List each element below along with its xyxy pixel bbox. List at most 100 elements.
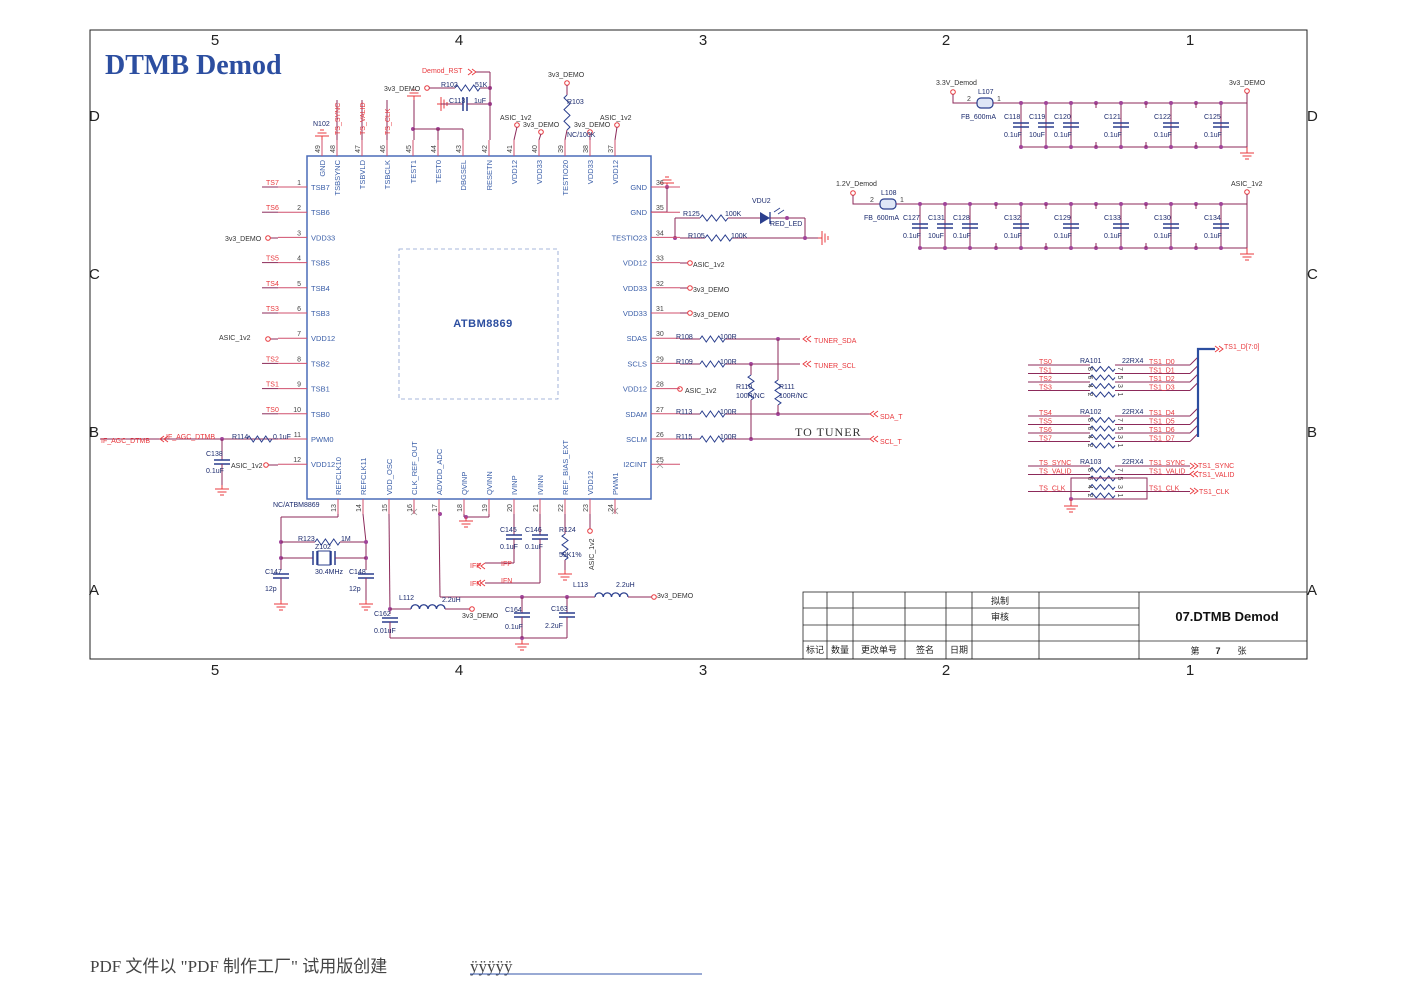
zone-column-bottom: 1 bbox=[1186, 662, 1194, 679]
resistor-array-ref: RA101 bbox=[1080, 358, 1102, 365]
capacitor-value: 0.1uF bbox=[1204, 132, 1222, 139]
bus-sync-port: TS1_SYNC bbox=[1198, 463, 1234, 470]
pin-number: 7 bbox=[297, 331, 301, 338]
resistor-array-pin: 2 bbox=[1086, 444, 1093, 448]
label-c147v: 12p bbox=[265, 586, 277, 593]
label-c145v: 0.1uF bbox=[500, 544, 518, 551]
label-r102-pwr: 3v3_DEMO bbox=[384, 86, 421, 93]
pin-name: TEST0 bbox=[434, 160, 443, 183]
power-port-icon bbox=[564, 80, 570, 86]
capacitor-value: 0.1uF bbox=[1004, 233, 1022, 240]
ground-icon bbox=[459, 517, 473, 528]
power-port-icon bbox=[514, 122, 520, 128]
capacitor-icon bbox=[214, 459, 230, 465]
label-l28: ASIC_1v2 bbox=[685, 388, 717, 395]
pin-name: TSB2 bbox=[311, 359, 330, 368]
resistor-icon bbox=[774, 379, 782, 406]
label-l23: ASIC_1v2 bbox=[589, 538, 596, 570]
pin-number: 32 bbox=[656, 281, 664, 288]
ground-icon bbox=[515, 640, 529, 651]
pin-number: 28 bbox=[656, 382, 664, 389]
bead-value: FB_600mA bbox=[864, 215, 899, 222]
resistor-array-output: TS1_D2 bbox=[1149, 376, 1175, 383]
ground-icon bbox=[558, 570, 572, 581]
ground-icon bbox=[315, 129, 329, 140]
resistor-array-output: TS1_D4 bbox=[1149, 410, 1175, 417]
resistor-icon bbox=[1089, 382, 1116, 390]
port-bidir-icon bbox=[1189, 470, 1199, 478]
capacitor-value: 0.1uF bbox=[953, 233, 971, 240]
capacitor-icon bbox=[1163, 122, 1179, 128]
pin-number: 21 bbox=[533, 504, 540, 512]
label-ifp1: IFP bbox=[470, 563, 481, 570]
label-c113: C113 bbox=[449, 98, 465, 105]
pin-number: 31 bbox=[656, 306, 664, 313]
bus-entry bbox=[1189, 424, 1199, 434]
pin-number: 33 bbox=[656, 256, 664, 263]
pin-name: QVINP bbox=[460, 472, 469, 495]
resistor-icon bbox=[454, 84, 481, 92]
pin-name: SCLS bbox=[627, 359, 647, 368]
pin-number: 43 bbox=[456, 145, 463, 153]
pin-number: 9 bbox=[297, 382, 301, 389]
resistor-array-output: TS1_CLK bbox=[1149, 486, 1180, 493]
inductor-icon bbox=[594, 592, 629, 598]
footer-link[interactable]: ÿÿÿÿÿ bbox=[470, 957, 513, 976]
capacitor-value: 0.1uF bbox=[1104, 233, 1122, 240]
pin-number: 48 bbox=[330, 145, 337, 153]
pin-number: 10 bbox=[293, 407, 301, 414]
pin-name: VDD33 bbox=[623, 309, 647, 318]
capacitor-ref: C130 bbox=[1154, 215, 1171, 222]
resistor-array-output: TS1_D7 bbox=[1149, 436, 1175, 443]
resistor-icon bbox=[1089, 492, 1116, 499]
power-port-icon bbox=[1244, 189, 1250, 195]
label-l113: L113 bbox=[573, 582, 588, 589]
pin-name: SCLM bbox=[626, 435, 647, 444]
pin-name: QVINN bbox=[485, 471, 494, 495]
pin-name: VDD12 bbox=[611, 160, 620, 184]
title-block-sheet-title: 07.DTMB Demod bbox=[1175, 609, 1278, 624]
resistor-array-output: TS1_D0 bbox=[1149, 359, 1175, 366]
resistor-array-pin: 4 bbox=[1086, 384, 1093, 388]
bead-ref: L107 bbox=[978, 89, 994, 96]
pin-number: 1 bbox=[297, 180, 301, 187]
label-r105: R105 bbox=[688, 233, 705, 240]
pin-number: 44 bbox=[431, 145, 438, 153]
title-block-checked: 审核 bbox=[991, 611, 1009, 622]
label-c148v: 12p bbox=[349, 586, 361, 593]
chip-pins: 1 TSB7 TS7 2 TSB6 TS6 3 VDD33 4 TSB5 TS5 5 TSB4 TS4 6 T… bbox=[262, 140, 680, 514]
resistor-icon bbox=[1089, 374, 1116, 381]
label-if-agc2: IF_AGC_DTMB bbox=[166, 434, 215, 441]
zone-row-right: A bbox=[1307, 582, 1317, 599]
zone-column-bottom: 3 bbox=[699, 662, 707, 679]
net-label: TS2 bbox=[266, 356, 279, 363]
port-out-icon bbox=[467, 68, 477, 76]
capacitor-ref: C132 bbox=[1004, 215, 1021, 222]
port-in-icon bbox=[159, 435, 169, 443]
pin-name: GND bbox=[630, 183, 647, 192]
pin-number: 8 bbox=[297, 356, 301, 363]
label-l7: ASIC_1v2 bbox=[219, 335, 251, 342]
chip-inner-outline bbox=[398, 248, 559, 400]
ferrite-bead-icon bbox=[976, 97, 994, 109]
capacitor-value: 0.1uF bbox=[1154, 132, 1172, 139]
label-c146v: 0.1uF bbox=[525, 544, 543, 551]
label-c163: C163 bbox=[551, 606, 568, 613]
junction-dot bbox=[1169, 246, 1173, 250]
label-ifn1: IFN bbox=[470, 581, 481, 588]
power-port-icon bbox=[950, 89, 956, 95]
label-l12: ASIC_1v2 bbox=[231, 463, 263, 470]
capacitor-icon bbox=[1113, 223, 1129, 229]
resistor-array-pin: 6 bbox=[1086, 376, 1093, 380]
capacitor-ref: C128 bbox=[953, 215, 970, 222]
label-r123: R123 bbox=[298, 536, 315, 543]
capacitor-ref: C129 bbox=[1054, 215, 1071, 222]
label-to-tuner: TO TUNER bbox=[795, 425, 862, 439]
label-r113: R113 bbox=[676, 409, 692, 416]
pin-number: 3 bbox=[297, 230, 301, 237]
label-c145: C145 bbox=[500, 527, 517, 534]
pin-number: 11 bbox=[294, 432, 301, 439]
capacitor-ref: C131 bbox=[928, 215, 945, 222]
zone-row-right: C bbox=[1307, 266, 1318, 283]
